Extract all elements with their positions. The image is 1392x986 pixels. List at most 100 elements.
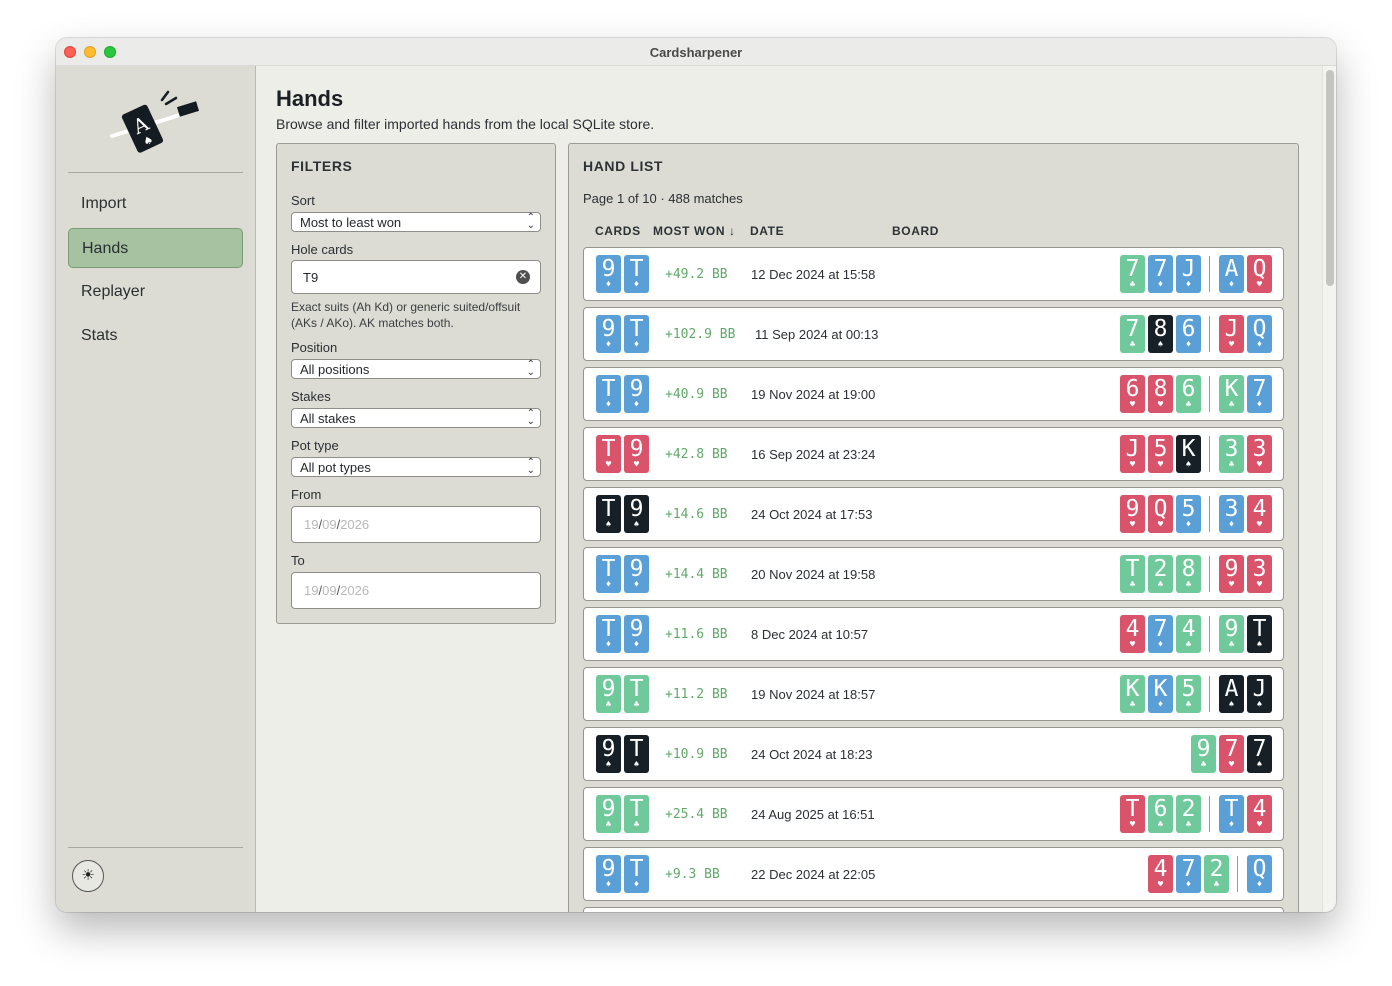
hole-cards: 9 ♦ T ♦ [596, 855, 649, 893]
chevron-up-down-icon: ⌃ ⌄ [526, 408, 535, 427]
card-suit-icon: ♣ [1129, 280, 1136, 290]
card-suit-icon: ♠ [1256, 640, 1263, 650]
hand-row[interactable]: T ♦ 9 ♦ +40.9 BB 19 Nov 2024 at 19:00 6 ♥ 8 ♥ 6 ♣ K ♣… [583, 367, 1284, 421]
playing-card: 9 ♦ [624, 615, 649, 653]
from-year: 2026 [340, 517, 370, 532]
hand-row[interactable]: 9 ♣ T ♣ +11.2 BB 19 Nov 2024 at 18:57 K ♣ K ♦ 5 ♣ A ♠… [583, 667, 1284, 721]
card-suit-icon: ♣ [1185, 700, 1192, 710]
hand-row[interactable]: 9 ♠ T ♠ +10.9 BB 24 Oct 2024 at 18:23 9 ♣ 7 ♥ 7 ♠ [583, 727, 1284, 781]
board-cards: K ♣ K ♦ 5 ♣ A ♠ J ♠ [1120, 675, 1272, 713]
card-suit-icon: ♥ [1157, 460, 1164, 470]
card-rank: T [1252, 616, 1267, 642]
playing-card: 9 ♥ [1120, 495, 1145, 533]
close-window-button[interactable] [64, 46, 76, 58]
card-rank: 3 [1252, 556, 1267, 582]
hole-cards: T ♦ 9 ♦ [596, 615, 649, 653]
hole-cards-input[interactable]: T9 ✕ [291, 260, 541, 294]
to-year: 2026 [340, 583, 370, 598]
board-cards: T ♣ 2 ♣ 8 ♣ 9 ♥ 3 ♥ [1120, 555, 1272, 593]
sidebar-item-hands[interactable]: Hands [68, 228, 243, 268]
playing-card: K ♠ [1176, 435, 1201, 473]
hand-row[interactable]: 9 ♣ T ♣ +25.4 BB 24 Aug 2025 at 16:51 T ♥ 6 ♣ 2 ♣ T ♦… [583, 787, 1284, 841]
hole-cards-hint: Exact suits (Ah Kd) or generic suited/of… [291, 300, 521, 330]
card-suit-icon: ♣ [605, 700, 612, 710]
playing-card: 7 ♣ [1120, 315, 1145, 353]
hand-row[interactable]: 9 ♦ T ♦ +9.3 BB 22 Dec 2024 at 22:05 4 ♥ 7 ♦ 2 ♣ Q ♦ [583, 847, 1284, 901]
hand-row[interactable]: T ♦ 9 ♦ +11.6 BB 8 Dec 2024 at 10:57 4 ♥ 7 ♦ 4 ♣ 9 ♣ T… [583, 607, 1284, 661]
clear-icon[interactable]: ✕ [516, 270, 530, 284]
card-rank: 9 [601, 796, 616, 822]
hand-row[interactable]: T ♦ 9 ♦ +14.4 BB 20 Nov 2024 at 19:58 T ♣ 2 ♣ 8 ♣ 9 ♥… [583, 547, 1284, 601]
card-rank: 9 [629, 376, 644, 402]
playing-card: 9 ♦ [624, 555, 649, 593]
card-suit-icon: ♦ [1157, 700, 1164, 710]
won-amount: +40.9 BB [665, 387, 728, 402]
playing-card: Q ♦ [1247, 315, 1272, 353]
stakes-select[interactable]: All stakes ⌃ ⌄ [291, 408, 541, 428]
hand-row[interactable]: 9 ♦ T ♦ +102.9 BB 11 Sep 2024 at 00:13 7 ♣ 8 ♠ 6 ♦ J… [583, 307, 1284, 361]
filters-title: FILTERS [291, 158, 353, 174]
page-title: Hands [276, 86, 344, 111]
hand-date: 19 Nov 2024 at 19:00 [751, 387, 876, 402]
stakes-value: All stakes [300, 411, 356, 426]
playing-card: 9 ♦ [596, 855, 621, 893]
pot-type-select[interactable]: All pot types ⌃ ⌄ [291, 457, 541, 477]
sidebar-item-replayer[interactable]: Replayer [81, 283, 146, 300]
card-rank: 2 [1153, 556, 1168, 582]
playing-card: 5 ♥ [1148, 435, 1173, 473]
board-divider [1209, 616, 1210, 652]
from-date-input[interactable]: 19/09/2026 [291, 506, 541, 543]
won-amount: +42.8 BB [665, 447, 728, 462]
card-rank: T [601, 556, 616, 582]
column-header-board[interactable]: BOARD [892, 224, 939, 238]
card-suit-icon: ♥ [1157, 520, 1164, 530]
board-divider [1209, 496, 1210, 532]
scrollbar-thumb[interactable] [1326, 70, 1334, 286]
column-header-cards[interactable]: CARDS [595, 224, 641, 238]
from-label: From [291, 487, 322, 502]
sidebar-item-import[interactable]: Import [81, 195, 127, 212]
column-header-date[interactable]: DATE [750, 224, 785, 238]
pot-type-value: All pot types [300, 460, 371, 475]
playing-card: K ♣ [1120, 675, 1145, 713]
position-select[interactable]: All positions ⌃ ⌄ [291, 359, 541, 379]
card-suit-icon: ♣ [633, 700, 640, 710]
card-suit-icon: ♠ [633, 760, 640, 770]
sort-select[interactable]: Most to least won ⌃ ⌄ [291, 212, 541, 232]
playing-card: Q ♥ [1148, 495, 1173, 533]
playing-card: 8 ♥ [1148, 375, 1173, 413]
card-rank: 9 [601, 256, 616, 282]
card-rank: Q [1153, 496, 1168, 522]
hand-row[interactable]: T ♠ 9 ♠ +14.6 BB 24 Oct 2024 at 17:53 9 ♥ Q ♥ 5 ♦ 3 ♦… [583, 487, 1284, 541]
playing-card: 4 ♣ [1176, 615, 1201, 653]
card-suit-icon: ♦ [1256, 400, 1263, 410]
column-header-most-won[interactable]: MOST WON ↓ [653, 224, 736, 238]
zoom-window-button[interactable] [104, 46, 116, 58]
card-rank: 9 [601, 736, 616, 762]
card-rank: 4 [1181, 616, 1196, 642]
theme-toggle-button[interactable]: ☀ [72, 860, 104, 892]
card-rank: Q [1252, 856, 1267, 882]
card-rank: 9 [1125, 496, 1140, 522]
card-rank: 7 [1252, 376, 1267, 402]
minimize-window-button[interactable] [84, 46, 96, 58]
card-suit-icon: ♥ [1256, 460, 1263, 470]
sidebar-item-stats[interactable]: Stats [81, 327, 118, 344]
hand-row[interactable]: T ♥ 9 ♥ +42.8 BB 16 Sep 2024 at 23:24 J ♥ 5 ♥ K ♠ 3 ♣… [583, 427, 1284, 481]
to-date-input[interactable]: 19/09/2026 [291, 572, 541, 609]
window-title: Cardsharpener [649, 45, 743, 60]
card-suit-icon: ♠ [1228, 700, 1235, 710]
scrollbar[interactable] [1322, 66, 1336, 912]
card-rank: J [1181, 256, 1196, 282]
card-suit-icon: ♦ [633, 400, 640, 410]
card-suit-icon: ♣ [1129, 580, 1136, 590]
hand-row[interactable] [583, 907, 1284, 912]
playing-card: T ♠ [596, 495, 621, 533]
playing-card: J ♦ [1176, 255, 1201, 293]
playing-card: 9 ♣ [596, 675, 621, 713]
app-window: Cardsharpener A ♠ Import Hands Replayer … [56, 38, 1336, 912]
playing-card: T ♠ [1247, 615, 1272, 653]
sidebar-divider [68, 847, 243, 848]
card-suit-icon: ♣ [1185, 640, 1192, 650]
hand-row[interactable]: 9 ♦ T ♦ +49.2 BB 12 Dec 2024 at 15:58 7 ♣ 7 ♦ J ♦ A ♦… [583, 247, 1284, 301]
